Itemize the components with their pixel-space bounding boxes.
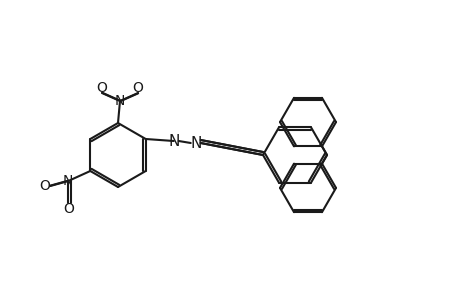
Text: N: N [190, 136, 201, 151]
Text: N: N [63, 174, 73, 188]
Text: O: O [39, 179, 50, 193]
Text: O: O [132, 81, 143, 95]
Text: N: N [115, 94, 125, 108]
Text: O: O [63, 202, 73, 216]
Text: O: O [96, 81, 107, 95]
Text: N: N [168, 134, 179, 148]
